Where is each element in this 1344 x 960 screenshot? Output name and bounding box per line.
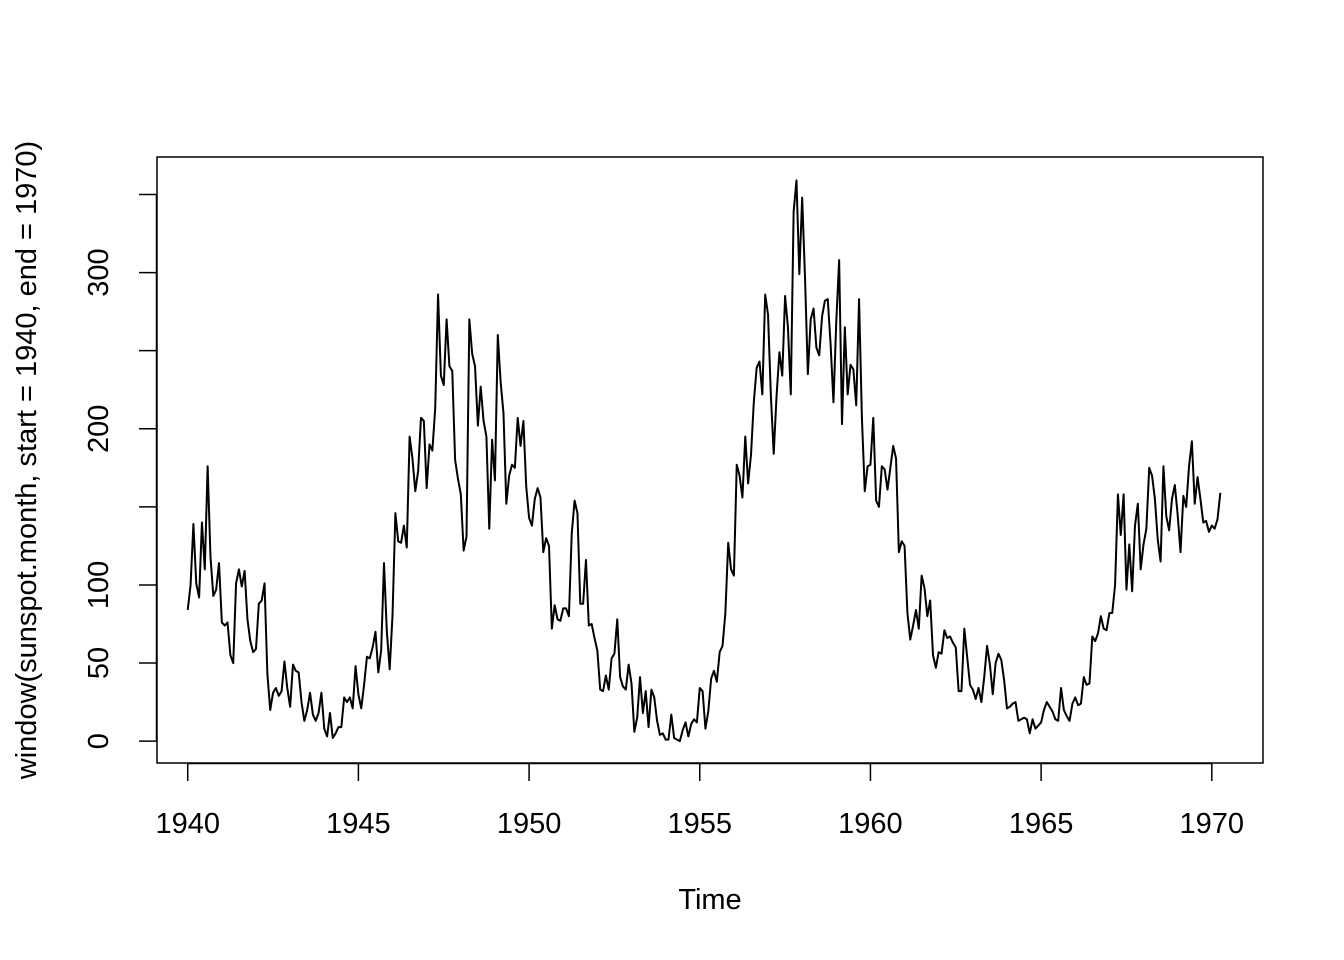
- x-tick-label: 1960: [838, 808, 903, 840]
- x-tick-label: 1940: [155, 808, 220, 840]
- y-tick-label: 200: [83, 405, 115, 453]
- y-tick-label: 50: [83, 647, 115, 679]
- y-tick-label: 100: [83, 561, 115, 609]
- x-axis-title: Time: [678, 884, 741, 916]
- x-tick-label: 1955: [668, 808, 733, 840]
- series-line: [186, 179, 1222, 743]
- x-axis: 1940 1945 1950 1955 1960 1965 1970: [155, 762, 1245, 840]
- x-tick-label: 1950: [497, 808, 562, 840]
- y-tick-label: 0: [83, 733, 115, 749]
- y-axis-title: window(sunspot.month, start = 1940, end …: [11, 141, 43, 780]
- x-tick-label: 1965: [1009, 808, 1074, 840]
- x-tick-label: 1970: [1180, 808, 1245, 840]
- plot-frame: [156, 156, 1264, 764]
- x-tick-label: 1945: [326, 808, 391, 840]
- y-axis: 0 50 100 200 300: [83, 193, 158, 749]
- y-tick-label: 300: [83, 248, 115, 296]
